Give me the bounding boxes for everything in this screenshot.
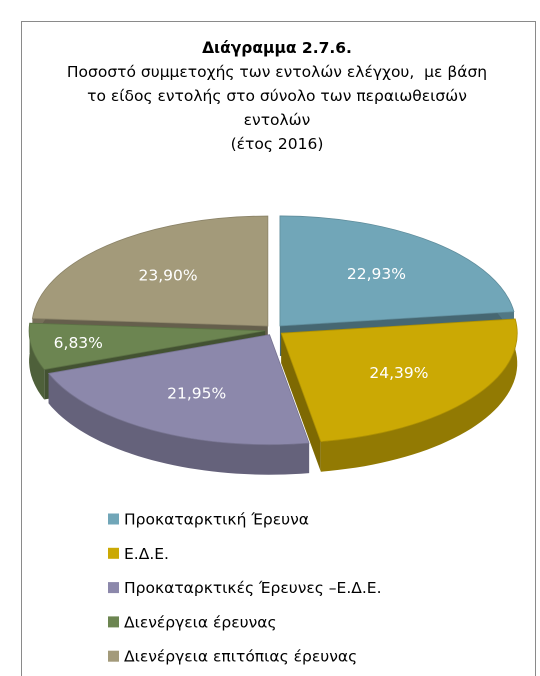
data-label: 6,83% xyxy=(54,334,103,352)
chart-subtitle: Ποσοστό συμμετοχής των εντολών ελέγχου, … xyxy=(66,63,493,129)
slice xyxy=(31,215,269,327)
legend-swatch xyxy=(108,547,119,559)
slice-group xyxy=(47,334,310,475)
slice-group xyxy=(280,318,518,472)
slice-side xyxy=(320,318,518,472)
slice xyxy=(28,322,266,370)
legend-swatch xyxy=(108,513,119,525)
data-label: 23,90% xyxy=(138,267,197,285)
pie: 22,93% 24,39% 21,95% 6,83% 23,90% xyxy=(28,215,518,475)
chart-header: Διάγραμμα 2.7.6. Ποσοστό συμμετοχής των … xyxy=(62,36,492,156)
data-label: 22,93% xyxy=(347,265,406,283)
legend-label: Διενέργεια επιτόπιας έρευνας xyxy=(124,648,357,666)
legend-swatch xyxy=(108,616,119,628)
slice xyxy=(280,318,518,443)
legend-swatch xyxy=(108,582,119,594)
slice-side xyxy=(29,323,45,400)
chart-title: Διάγραμμα 2.7.6. xyxy=(202,39,352,57)
slice-side xyxy=(48,373,310,475)
legend-label: Διενέργεια έρευνας xyxy=(124,613,277,631)
slice-side xyxy=(281,333,321,472)
slice xyxy=(47,334,310,446)
slice xyxy=(279,215,515,327)
chart-frame xyxy=(21,21,536,676)
legend-swatch xyxy=(108,650,119,662)
data-label: 21,95% xyxy=(167,384,226,402)
legend-label: Προκαταρκτικές Έρευνες –Ε.Δ.Ε. xyxy=(124,579,382,597)
legend-label: Ε.Δ.Ε. xyxy=(124,545,169,563)
legend-label: Προκαταρκτική Έρευνα xyxy=(124,511,309,529)
chart-note: (έτος 2016) xyxy=(230,135,324,153)
data-label: 24,39% xyxy=(369,364,428,382)
legend: Προκαταρκτική Έρευνα Ε.Δ.Ε. Προκαταρκτικές… xyxy=(108,511,382,666)
